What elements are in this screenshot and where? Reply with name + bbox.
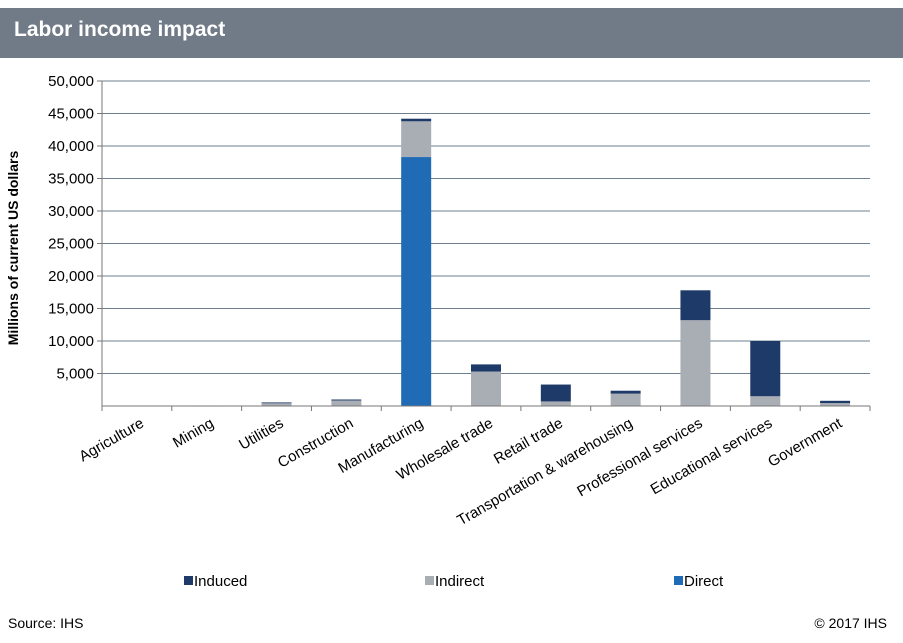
x-tick-label: Agriculture <box>76 415 147 466</box>
bar-induced-educational-services <box>750 341 781 397</box>
legend-swatch-direct <box>674 576 683 585</box>
copyright-note: © 2017 IHS <box>814 615 887 631</box>
y-tick-label: 30,000 <box>48 203 94 220</box>
x-tick-label: Educational services <box>648 415 776 499</box>
bar-direct-manufacturing <box>401 157 432 406</box>
bar-induced-construction <box>331 399 362 401</box>
legend-label-induced: Induced <box>194 573 247 590</box>
legend-label-direct: Direct <box>684 573 724 590</box>
bar-induced-retail-trade <box>540 384 571 402</box>
y-tick-label: 50,000 <box>48 73 94 90</box>
x-tick-label: Mining <box>170 415 217 452</box>
legend-label-indirect: Indirect <box>435 573 485 590</box>
y-tick-label: 10,000 <box>48 333 94 350</box>
y-tick-label: 5,000 <box>56 366 94 383</box>
bar-induced-transportation-warehousing <box>610 390 641 394</box>
y-tick-label: 20,000 <box>48 268 94 285</box>
chart-header: Labor income impact <box>0 8 903 58</box>
x-tick-label: Utilities <box>236 415 286 454</box>
bar-indirect-retail-trade <box>540 401 571 406</box>
x-tick-label: Government <box>765 414 846 470</box>
y-tick-label: 40,000 <box>48 138 94 155</box>
bar-induced-professional-services <box>680 290 711 321</box>
axes: 5,000 10,000 15,000 20,000 25,000 30,000 35,00… <box>48 73 871 529</box>
gridlines <box>102 80 870 374</box>
chart-title: Labor income impact <box>14 18 226 41</box>
bar-induced-manufacturing <box>401 118 432 122</box>
legend: Induced Indirect Direct <box>184 573 724 590</box>
y-tick-label: 45,000 <box>48 106 94 123</box>
legend-swatch-indirect <box>425 576 434 585</box>
legend-swatch-induced <box>184 576 193 585</box>
bar-induced-utilities <box>261 402 292 404</box>
bar-indirect-construction <box>331 400 362 406</box>
bar-indirect-wholesale-trade <box>471 371 501 406</box>
bar-indirect-transportation-warehousing <box>610 393 641 406</box>
y-tick-label: 25,000 <box>48 236 94 253</box>
bar-indirect-utilities <box>261 403 292 406</box>
bars <box>121 118 851 407</box>
bar-indirect-government <box>820 403 851 406</box>
bar-indirect-educational-services <box>750 396 781 406</box>
x-tick-label: Professional services <box>574 415 705 501</box>
source-note: Source: IHS <box>8 615 84 631</box>
bar-indirect-professional-services <box>680 320 711 406</box>
bar-induced-government <box>820 400 851 404</box>
bar-induced-wholesale-trade <box>471 364 501 372</box>
stacked-bar-chart: 5,000 10,000 15,000 20,000 25,000 30,000 35,00… <box>5 73 871 590</box>
y-axis-label: Millions of current US dollars <box>5 151 21 346</box>
y-tick-label: 15,000 <box>48 301 94 318</box>
y-tick-label: 35,000 <box>48 171 94 188</box>
bar-indirect-manufacturing <box>401 121 432 158</box>
